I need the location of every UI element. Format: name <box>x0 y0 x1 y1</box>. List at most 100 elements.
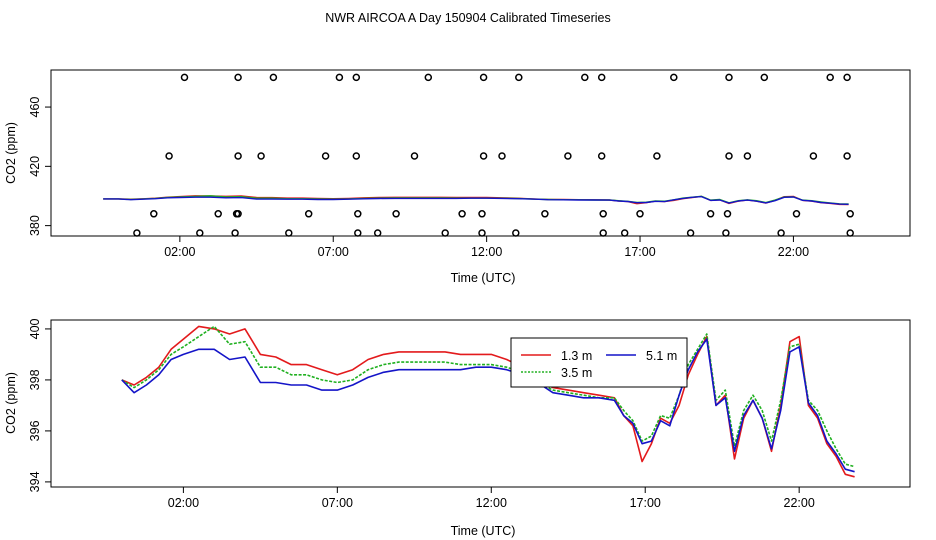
bottom-y-tick-label: 396 <box>28 420 42 441</box>
top-scatter-point <box>743 152 752 160</box>
top-x-tick-label: 17:00 <box>624 245 655 259</box>
top-scatter-point <box>826 73 834 82</box>
top-scatter-point <box>636 210 644 218</box>
bottom-x-axis-label: Time (UTC) <box>451 524 516 538</box>
top-scatter-point <box>269 73 278 82</box>
top-y-axis: 380 420 460 <box>28 97 51 236</box>
bottom-y-axis-label: CO2 (ppm) <box>4 372 18 434</box>
top-panel: 02:00 07:00 12:00 17:00 22:00 380 420 460 Time… <box>4 69 911 285</box>
top-scatter-point <box>234 73 242 82</box>
top-scatter-point <box>581 73 589 82</box>
legend: 1.3 m 5.1 m 3.5 m <box>510 337 688 388</box>
bottom-series-lines <box>121 325 855 478</box>
top-scatter-points <box>133 73 854 237</box>
top-scatter-point <box>620 229 629 237</box>
top-scatter-point <box>723 210 732 218</box>
top-scatter-point <box>257 152 265 160</box>
top-scatter-point <box>196 229 204 237</box>
top-scatter-point <box>373 229 382 237</box>
top-scatter-point <box>478 210 486 218</box>
bottom-y-tick-label: 394 <box>28 471 42 492</box>
top-scatter-point <box>133 229 141 237</box>
top-scatter-point <box>722 229 730 237</box>
top-scatter-point <box>285 229 293 237</box>
top-y-tick-label: 460 <box>28 97 42 118</box>
top-x-tick-label: 02:00 <box>164 245 195 259</box>
top-scatter-point <box>479 152 488 160</box>
top-scatter-point <box>653 152 661 160</box>
top-scatter-point <box>354 210 362 218</box>
top-scatter-point <box>479 73 488 82</box>
top-scatter-point <box>843 152 851 160</box>
legend-box <box>510 337 688 388</box>
top-scatter-point <box>392 210 400 218</box>
bottom-series-3.5m <box>121 325 855 468</box>
top-scatter-point <box>512 229 520 237</box>
top-scatter-point <box>725 73 733 82</box>
top-scatter-point <box>597 73 606 82</box>
top-scatter-point <box>234 152 242 160</box>
top-y-axis-label: CO2 (ppm) <box>4 122 18 184</box>
bottom-series-5.1m <box>121 338 855 473</box>
top-scatter-point <box>846 210 854 218</box>
top-scatter-point <box>321 152 330 160</box>
top-scatter-point <box>846 229 854 237</box>
bottom-x-tick-label: 22:00 <box>784 496 815 510</box>
top-scatter-point <box>725 152 733 160</box>
top-series-5.1m <box>103 195 849 205</box>
top-scatter-point <box>760 73 769 82</box>
top-scatter-point <box>424 73 433 82</box>
top-x-tick-label: 12:00 <box>471 245 502 259</box>
top-scatter-point <box>599 210 607 218</box>
legend-label-3.5m: 3.5 m <box>561 366 592 380</box>
bottom-x-tick-label: 12:00 <box>476 496 507 510</box>
top-scatter-point <box>792 210 801 218</box>
top-series-lines <box>103 195 849 206</box>
bottom-y-axis: 394 396 398 400 <box>28 318 51 492</box>
bottom-y-tick-label: 400 <box>28 318 42 339</box>
bottom-y-tick-label: 398 <box>28 369 42 390</box>
bottom-x-axis: 02:00 07:00 12:00 17:00 22:00 <box>168 487 815 510</box>
bottom-panel: 02:00 07:00 12:00 17:00 22:00 394 396 398 400 T… <box>4 318 911 538</box>
top-scatter-point <box>335 73 344 82</box>
top-scatter-point <box>541 210 549 218</box>
top-scatter-point <box>458 210 466 218</box>
top-scatter-point <box>670 73 678 82</box>
top-scatter-point <box>441 229 449 237</box>
top-scatter-point <box>809 152 818 160</box>
top-scatter-point <box>498 152 506 160</box>
top-scatter-point <box>354 229 362 237</box>
top-scatter-point <box>150 210 158 218</box>
top-scatter-point <box>564 152 572 160</box>
top-x-tick-label: 07:00 <box>318 245 349 259</box>
top-scatter-point <box>597 152 606 160</box>
top-scatter-point <box>304 210 313 218</box>
top-scatter-point <box>777 229 785 237</box>
bottom-x-tick-label: 02:00 <box>168 496 199 510</box>
bottom-x-tick-label: 17:00 <box>630 496 661 510</box>
top-x-axis: 02:00 07:00 12:00 17:00 22:00 <box>164 236 809 259</box>
top-y-tick-label: 420 <box>28 156 42 177</box>
bottom-plot-frame <box>50 319 911 488</box>
top-y-tick-label: 380 <box>28 215 42 236</box>
top-scatter-point <box>515 73 523 82</box>
top-scatter-point <box>352 73 361 82</box>
figure-title: NWR AIRCOA A Day 150904 Calibrated Times… <box>325 11 611 25</box>
top-scatter-point <box>214 210 222 218</box>
top-x-tick-label: 22:00 <box>778 245 809 259</box>
top-scatter-point <box>231 229 239 237</box>
top-scatter-point <box>180 73 189 82</box>
legend-label-5.1m: 5.1 m <box>646 349 677 363</box>
top-scatter-point <box>706 210 715 218</box>
top-scatter-point <box>843 73 851 82</box>
top-scatter-point <box>478 229 486 237</box>
top-scatter-point <box>686 229 695 237</box>
bottom-x-tick-label: 07:00 <box>322 496 353 510</box>
legend-label-1.3m: 1.3 m <box>561 349 592 363</box>
top-x-axis-label: Time (UTC) <box>451 271 516 285</box>
top-scatter-point <box>352 152 361 160</box>
bottom-series-1.3m <box>121 325 855 478</box>
top-scatter-point <box>410 152 419 160</box>
top-scatter-point <box>234 210 242 218</box>
